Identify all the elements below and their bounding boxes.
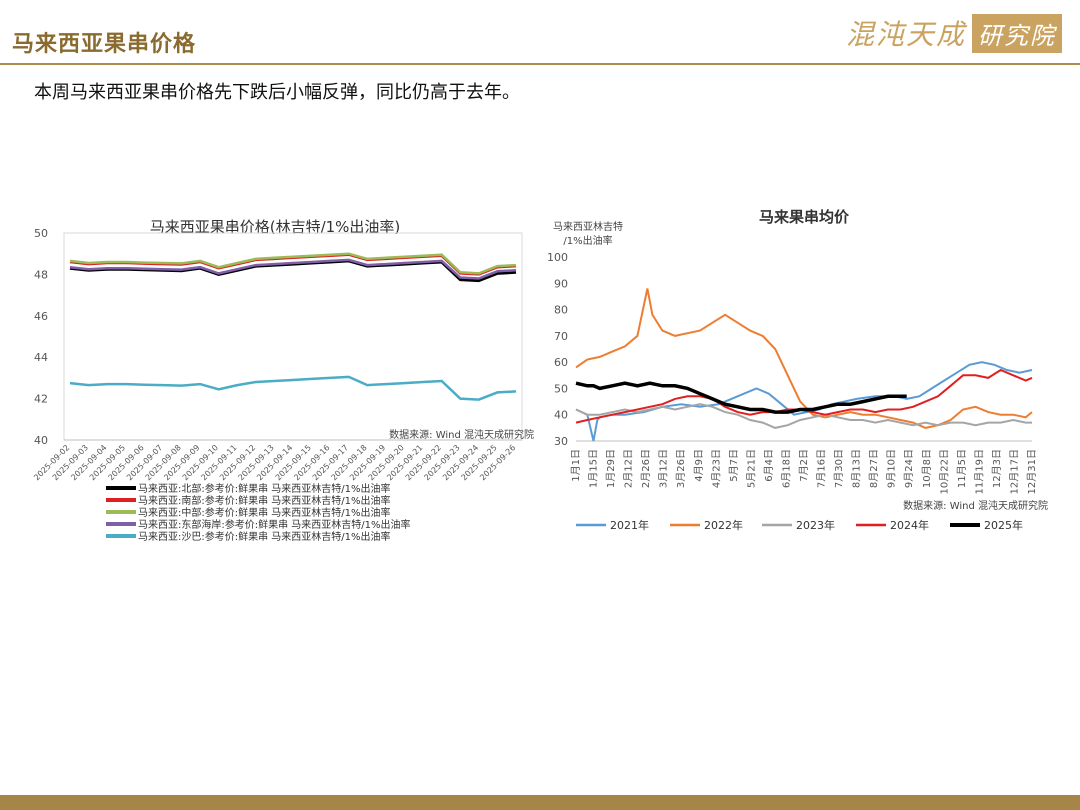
legend-label: 马来西亚:中部:参考价:鲜果串 马来西亚林吉特/1%出油率 [138,506,391,519]
legend-label: 2023年 [796,518,835,532]
y-tick-label: 50 [554,382,568,395]
series-line [575,403,1032,429]
x-tick-label: 12月31日 [1026,449,1038,494]
legend-label: 2022年 [704,518,743,532]
series-line [575,368,1033,424]
y-tick-label: 100 [547,251,568,264]
x-tick-label: 9月10日 [886,449,898,488]
y-tick-label: 70 [554,330,568,343]
x-tick-label: 8月13日 [851,449,863,488]
y-tick-label: 30 [554,435,568,448]
x-tick-label: 7月30日 [833,449,845,488]
footer-bar [0,795,1080,810]
legend-label: 马来西亚:北部:参考价:鲜果串 马来西亚林吉特/1%出油率 [138,482,391,495]
header-divider [0,63,1080,65]
logo-box-text: 研究院 [972,13,1063,53]
chart-fresh-fruit-bunch-price: 马来西亚果串价格(林吉特/1%出油率)4042444648502025-09-0… [32,218,534,543]
page-header: 马来西亚果串价格 混沌天成 研究院 [0,0,1080,65]
x-tick-label: 1月1日 [570,449,582,482]
x-tick-label: 11月19日 [973,449,985,494]
legend-label: 马来西亚:东部海岸:参考价:鲜果串 马来西亚林吉特/1%出油率 [138,518,411,531]
series-line [575,361,1033,442]
series-line [69,375,517,401]
logo-text: 混沌天成 [846,18,967,51]
x-tick-label: 5月7日 [728,449,740,482]
chart-source: 数据来源: Wind 混沌天成研究院 [389,428,534,441]
x-tick-label: 10月22日 [938,449,950,494]
y-tick-label: 80 [554,304,568,317]
x-tick-label: 2月12日 [623,449,635,488]
chart-title: 马来果串均价 [759,208,850,226]
page-title: 马来西亚果串价格 [12,32,197,57]
y-tick-label: 46 [34,310,48,323]
x-tick-label: 7月2日 [798,449,810,482]
y-tick-label: 60 [554,356,568,369]
x-tick-label: 12月3日 [991,449,1003,488]
series-line [575,381,907,414]
x-tick-label: 4月23日 [710,449,722,488]
series-line [69,258,517,280]
x-tick-label: 9月24日 [903,449,915,488]
y-tick-label: 90 [554,277,568,290]
x-tick-label: 3月26日 [675,449,687,488]
x-tick-label: 1月29日 [605,449,617,488]
x-tick-label: 7月16日 [816,449,828,488]
y-tick-label: 44 [34,351,48,364]
x-tick-label: 1月15日 [588,449,600,488]
x-tick-label: 12月17日 [1008,449,1020,494]
y-tick-label: 50 [34,227,48,240]
x-tick-label: 8月27日 [868,449,880,488]
x-tick-label: 3月12日 [658,449,670,488]
x-tick-label: 5月21日 [745,449,757,488]
legend-label: 马来西亚:沙巴:参考价:鲜果串 马来西亚林吉特/1%出油率 [138,530,391,543]
x-tick-label: 10月8日 [921,449,933,488]
x-tick-label: 4月9日 [693,449,705,482]
x-tick-label: 6月18日 [780,449,792,488]
x-tick-label: 6月4日 [763,449,775,482]
legend-label: 2024年 [890,518,929,532]
y-tick-label: 40 [34,434,48,447]
summary-text: 本周马来西亚果串价格先下跌后小幅反弹，同比仍高于去年。 [34,82,520,103]
x-tick-label: 2月26日 [640,449,652,488]
series-line [575,288,1033,429]
legend-label: 2025年 [984,518,1023,532]
y-axis-label: /1%出油率 [563,234,612,247]
chart-source: 数据来源: Wind 混沌天成研究院 [903,499,1048,512]
legend-label: 2021年 [610,518,649,532]
x-tick-label: 11月5日 [956,449,968,488]
legend-label: 马来西亚:南部:参考价:鲜果串 马来西亚林吉特/1%出油率 [138,494,391,507]
y-axis-label: 马来西亚林吉特 [553,220,623,233]
company-logo: 混沌天成 研究院 [846,13,1063,53]
y-tick-label: 40 [554,409,568,422]
chart-title: 马来西亚果串价格(林吉特/1%出油率) [150,218,401,236]
y-tick-label: 48 [34,268,48,281]
y-tick-label: 42 [34,393,48,406]
series-line [69,252,517,275]
